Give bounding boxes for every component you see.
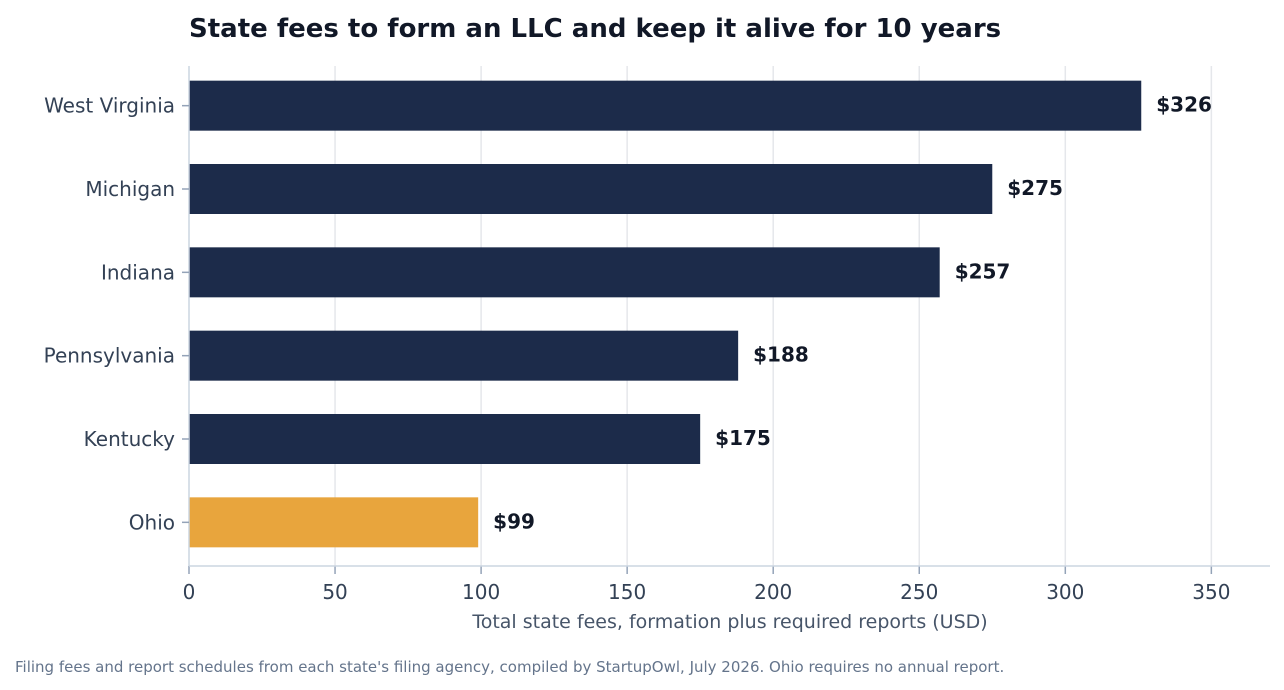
value-label-pennsylvania: $188: [753, 343, 809, 367]
x-tick-label: 200: [754, 580, 792, 604]
value-label-michigan: $275: [1007, 176, 1063, 200]
category-label-west-virginia: West Virginia: [44, 94, 175, 118]
value-label-indiana: $257: [955, 259, 1011, 283]
bar-kentucky: [189, 414, 701, 464]
value-label-ohio: $99: [493, 509, 535, 533]
category-label-kentucky: Kentucky: [84, 427, 175, 451]
x-tick-label: 50: [322, 580, 347, 604]
value-label-west-virginia: $326: [1156, 93, 1212, 117]
gridlines: [334, 66, 1213, 566]
category-label-michigan: Michigan: [85, 177, 175, 201]
x-tick-label: 150: [608, 580, 646, 604]
x-tick-label: 0: [183, 580, 196, 604]
bar-pennsylvania: [189, 330, 739, 381]
x-axis-title: Total state fees, formation plus require…: [471, 611, 987, 633]
category-label-ohio: Ohio: [129, 510, 175, 534]
x-tick-label: 350: [1192, 580, 1230, 604]
chart-title: State fees to form an LLC and keep it al…: [189, 14, 1001, 44]
x-tick-label: 100: [462, 580, 500, 604]
category-label-pennsylvania: Pennsylvania: [44, 344, 175, 368]
x-tick-label: 250: [900, 580, 938, 604]
axes: [182, 66, 1270, 574]
bar-west-virginia: [189, 80, 1142, 131]
source-footnote: Filing fees and report schedules from ea…: [15, 658, 1004, 676]
value-label-kentucky: $175: [715, 426, 771, 450]
category-label-indiana: Indiana: [101, 260, 175, 284]
labels: 0 50 100 150 200 250 300 350 West Virginia $326 Mi…: [44, 93, 1231, 604]
bar-michigan: [189, 164, 993, 214]
bar-ohio: [189, 497, 479, 548]
bars: [189, 80, 1142, 548]
x-tick-label: 300: [1046, 580, 1084, 604]
bar-indiana: [189, 247, 940, 298]
